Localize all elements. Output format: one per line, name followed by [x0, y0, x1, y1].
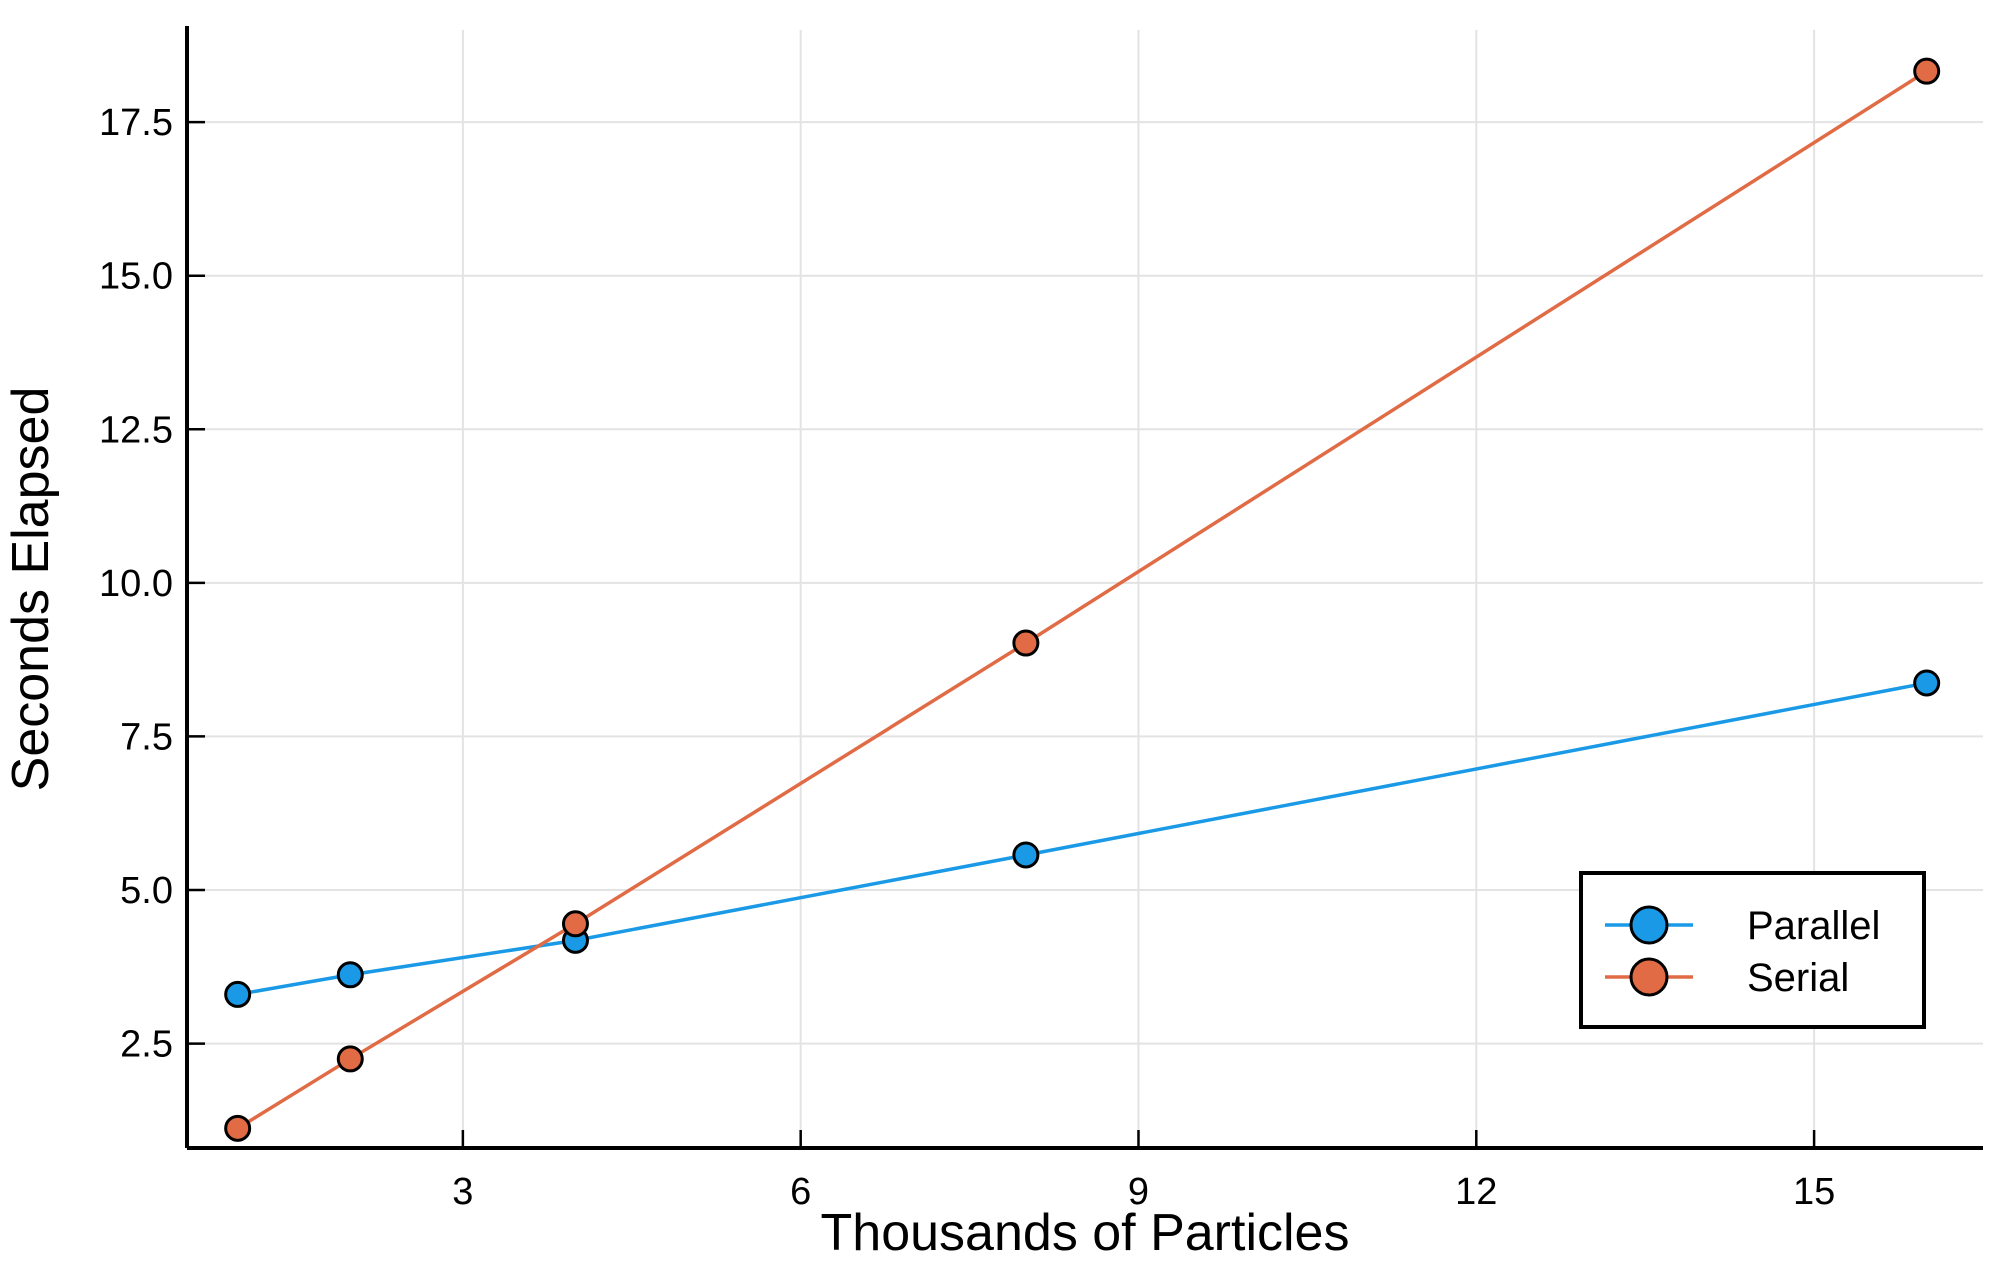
x-tick-label: 3: [452, 1171, 473, 1213]
x-tick-label: 12: [1455, 1171, 1497, 1213]
data-point-serial: [1913, 57, 1941, 85]
tick-marks: 3 6 9 12 15 2.5 5.0 7.5 10.0 12.5 15.0 17.5: [99, 102, 1835, 1213]
y-tick-label: 2.5: [120, 1024, 173, 1066]
data-point-parallel: [336, 961, 364, 989]
x-tick-label: 6: [790, 1171, 811, 1213]
data-point-serial: [336, 1045, 364, 1073]
data-point-parallel: [1913, 669, 1941, 697]
axes: [185, 26, 1983, 1150]
data-point-parallel: [1012, 841, 1040, 869]
legend: Parallel Serial: [1579, 871, 1926, 1029]
legend-box: [1579, 871, 1926, 1029]
y-tick-label: 17.5: [99, 102, 173, 144]
data-series: [224, 57, 1941, 1142]
data-point-serial: [224, 1114, 252, 1142]
x-tick-label: 9: [1128, 1171, 1149, 1213]
legend-marker-serial: [1629, 957, 1669, 997]
series-parallel: [224, 669, 1941, 1008]
y-tick-label: 10.0: [99, 563, 173, 605]
x-tick-label: 15: [1793, 1171, 1835, 1213]
y-tick-label: 15.0: [99, 256, 173, 298]
y-tick-label: 5.0: [120, 870, 173, 912]
y-tick-label: 7.5: [120, 716, 173, 758]
x-axis-title: Thousands of Particles: [821, 1204, 1350, 1262]
data-point-serial: [1012, 629, 1040, 657]
series-serial: [224, 57, 1941, 1142]
data-point-serial: [561, 910, 589, 938]
y-tick-label: 12.5: [99, 409, 173, 451]
y-axis-title: Seconds Elapsed: [2, 387, 60, 792]
legend-marker-parallel: [1629, 905, 1669, 945]
data-point-parallel: [224, 980, 252, 1008]
grid-lines: [187, 30, 1983, 1148]
legend-label-parallel: Parallel: [1747, 904, 1880, 948]
legend-label-serial: Serial: [1747, 956, 1849, 1000]
